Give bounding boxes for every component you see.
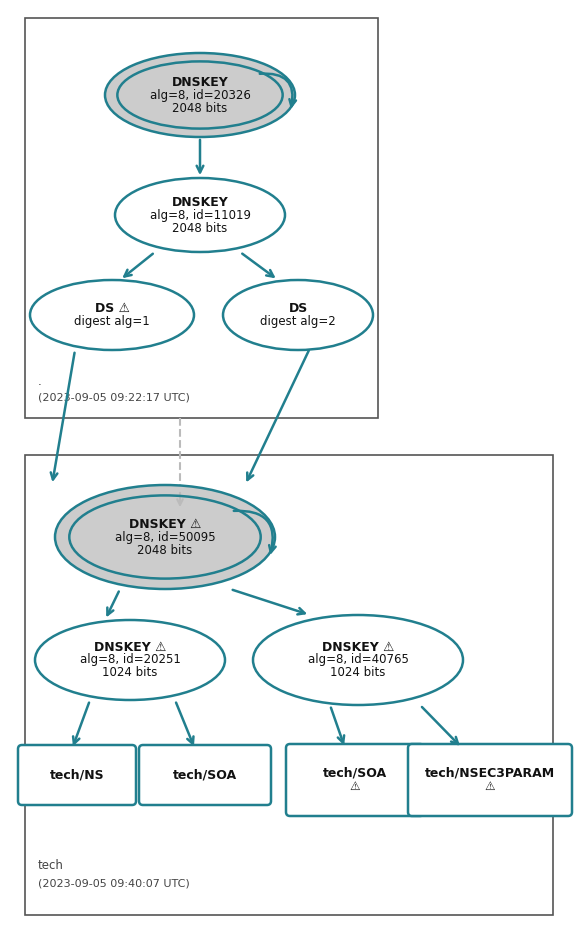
Text: 1024 bits: 1024 bits [102, 666, 158, 680]
Text: alg=8, id=20251: alg=8, id=20251 [79, 653, 181, 666]
Ellipse shape [115, 178, 285, 252]
FancyArrowPatch shape [234, 510, 275, 553]
FancyArrowPatch shape [260, 73, 296, 106]
Text: DNSKEY: DNSKEY [171, 196, 228, 209]
FancyBboxPatch shape [286, 744, 424, 816]
Text: 1024 bits: 1024 bits [330, 666, 386, 680]
Ellipse shape [223, 280, 373, 350]
Text: DS: DS [289, 302, 308, 315]
Text: 2048 bits: 2048 bits [172, 222, 228, 234]
Text: alg=8, id=20326: alg=8, id=20326 [150, 88, 251, 102]
Bar [25, 18, 378, 418]
Text: DNSKEY ⚠: DNSKEY ⚠ [322, 640, 394, 653]
Text: (2023-09-05 09:22:17 UTC): (2023-09-05 09:22:17 UTC) [38, 392, 190, 402]
Text: tech/NSEC3PARAM: tech/NSEC3PARAM [425, 767, 555, 780]
Text: tech/NS: tech/NS [49, 769, 104, 781]
Text: alg=8, id=40765: alg=8, id=40765 [308, 653, 408, 666]
Ellipse shape [30, 280, 194, 350]
FancyBboxPatch shape [408, 744, 572, 816]
Ellipse shape [253, 615, 463, 705]
Text: tech: tech [38, 859, 64, 872]
Text: 2048 bits: 2048 bits [172, 102, 228, 115]
Ellipse shape [105, 53, 295, 137]
Text: 2048 bits: 2048 bits [137, 543, 193, 556]
FancyBboxPatch shape [139, 745, 271, 805]
Text: digest alg=1: digest alg=1 [74, 315, 150, 328]
Text: DNSKEY: DNSKEY [171, 75, 228, 88]
Text: ⚠: ⚠ [485, 780, 495, 793]
Text: ⚠: ⚠ [350, 780, 361, 793]
Text: DS ⚠: DS ⚠ [94, 302, 129, 315]
Text: alg=8, id=11019: alg=8, id=11019 [150, 209, 251, 222]
Bar [25, 455, 553, 915]
Text: .: . [38, 375, 42, 388]
Text: (2023-09-05 09:40:07 UTC): (2023-09-05 09:40:07 UTC) [38, 878, 190, 888]
Text: tech/SOA: tech/SOA [173, 769, 237, 781]
Text: tech/SOA: tech/SOA [323, 767, 387, 780]
Ellipse shape [55, 485, 275, 589]
Ellipse shape [35, 620, 225, 700]
FancyBboxPatch shape [18, 745, 136, 805]
Text: DNSKEY ⚠: DNSKEY ⚠ [129, 518, 201, 530]
Text: alg=8, id=50095: alg=8, id=50095 [114, 530, 215, 543]
Text: digest alg=2: digest alg=2 [260, 315, 336, 328]
Text: DNSKEY ⚠: DNSKEY ⚠ [94, 640, 166, 653]
